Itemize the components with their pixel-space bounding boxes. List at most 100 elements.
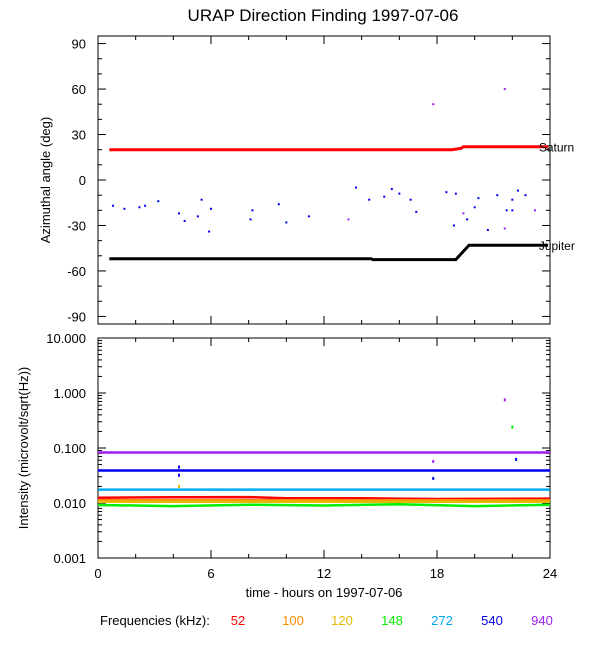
azimuth-point (415, 210, 418, 213)
azimuth-y-tick-label: 0 (79, 173, 86, 188)
intensity-point (503, 398, 506, 402)
legend-item-272khz: 272 (431, 613, 453, 628)
intensity-plot-frame (97, 337, 551, 559)
intensity-plot: 10.000 1.000 0.100 0.010 0.001 0 6 12 18 24 Inte… (16, 331, 557, 600)
azimuth-point (208, 230, 211, 233)
legend-item-540khz: 540 (481, 613, 503, 628)
azimuth-point (383, 195, 386, 198)
intensity-y-tick-label: 0.010 (53, 496, 86, 511)
legend-item-120khz: 120 (331, 613, 353, 628)
chart-title: URAP Direction Finding 1997-07-06 (188, 6, 459, 25)
legend-label: Frequencies (kHz): (100, 613, 210, 628)
legend-items: 52 100 120 148 272 540 940 (231, 613, 553, 628)
azimuth-point (210, 207, 212, 210)
azimuth-point (177, 212, 180, 215)
x-tick-label: 18 (430, 566, 444, 581)
intensity-series (97, 451, 551, 508)
azimuth-point (123, 207, 126, 210)
azimuth-point (249, 218, 252, 221)
intensity-point (432, 476, 435, 480)
azimuth-point (200, 198, 203, 201)
azimuth-point (285, 221, 288, 224)
intensity-y-tick-label: 0.100 (53, 441, 86, 456)
x-axis-label: time - hours on 1997-07-06 (246, 585, 403, 600)
intensity-y-tick-label: 1.000 (53, 386, 86, 401)
azimuth-point (144, 204, 147, 207)
intensity-y-axis-label: Intensity (microvolt/sqrt(Hz)) (16, 367, 31, 530)
azimuth-x-ticks (97, 36, 551, 324)
azimuth-point (462, 212, 465, 215)
azimuth-point (473, 206, 476, 209)
legend-item-52khz: 52 (231, 613, 245, 628)
azimuth-point (355, 186, 358, 189)
azimuth-point (157, 200, 160, 203)
intensity-y-tick-label: 10.000 (46, 331, 86, 346)
intensity-point (511, 425, 514, 429)
intensity-point (177, 473, 180, 477)
azimuth-point (368, 198, 371, 201)
legend-item-940khz: 940 (531, 613, 553, 628)
x-tick-label: 6 (207, 566, 214, 581)
intensity-points (177, 398, 518, 488)
intensity-line-52khz (97, 495, 551, 501)
intensity-point (432, 459, 435, 463)
azimuth-point (277, 203, 280, 206)
annotation-saturn: Saturn (539, 141, 574, 155)
azimuth-point (452, 224, 455, 227)
intensity-y-tick-label: 0.001 (53, 551, 86, 566)
azimuth-point (503, 88, 506, 91)
intensity-point (515, 457, 518, 461)
jupiter-line (109, 243, 549, 262)
intensity-point (177, 484, 180, 488)
intensity-x-ticks: 0 6 12 18 24 (94, 338, 557, 581)
azimuth-point (511, 198, 514, 201)
intensity-y-ticks: 10.000 1.000 0.100 0.010 0.001 (46, 331, 550, 566)
azimuth-point (445, 191, 448, 194)
azimuth-point (196, 215, 199, 218)
azimuth-y-tick-label: -90 (67, 309, 86, 324)
azimuth-point (505, 209, 508, 212)
azimuth-point (251, 209, 254, 212)
azimuth-y-ticks: 90 60 30 0 -30 -60 -90 (67, 37, 550, 324)
azimuth-point (432, 103, 435, 106)
azimuth-points (112, 88, 536, 233)
saturn-line (109, 145, 549, 152)
azimuth-point (503, 227, 506, 230)
azimuth-point (533, 209, 536, 212)
azimuth-point (183, 219, 186, 222)
azimuth-point (390, 188, 393, 191)
azimuth-y-tick-label: -60 (67, 264, 86, 279)
azimuth-plot-frame (97, 35, 551, 325)
azimuth-point (516, 189, 519, 192)
legend-item-148khz: 148 (381, 613, 403, 628)
legend-item-100khz: 100 (282, 613, 304, 628)
azimuth-point (524, 194, 527, 197)
azimuth-plot: 90 60 30 0 -30 -60 -90 Saturn Jupiter Azimuthal… (38, 35, 575, 325)
azimuth-point (511, 209, 514, 212)
azimuth-point (307, 215, 310, 218)
azimuth-point (398, 192, 401, 195)
azimuth-point (486, 229, 489, 232)
azimuth-point (477, 197, 480, 200)
azimuth-series (109, 145, 549, 262)
azimuth-y-tick-label: -30 (67, 218, 86, 233)
azimuth-y-axis-label: Azimuthal angle (deg) (38, 117, 53, 243)
annotation-jupiter: Jupiter (539, 239, 575, 253)
azimuth-point (454, 192, 457, 195)
azimuth-point (138, 206, 141, 209)
azimuth-point (347, 218, 350, 221)
azimuth-point (496, 194, 499, 197)
azimuth-point (409, 198, 412, 201)
intensity-line-148khz (97, 502, 551, 508)
azimuth-annotations: Saturn Jupiter (539, 141, 575, 254)
intensity-point (177, 465, 180, 469)
azimuth-point (112, 204, 115, 207)
frequency-legend: Frequencies (kHz): 52 100 120 148 272 540 940 (100, 613, 553, 628)
x-tick-label: 0 (94, 566, 101, 581)
azimuth-y-tick-label: 30 (72, 128, 86, 143)
azimuth-y-tick-label: 60 (72, 82, 86, 97)
azimuth-y-tick-label: 90 (72, 37, 86, 52)
x-tick-label: 24 (543, 566, 557, 581)
x-tick-label: 12 (317, 566, 331, 581)
